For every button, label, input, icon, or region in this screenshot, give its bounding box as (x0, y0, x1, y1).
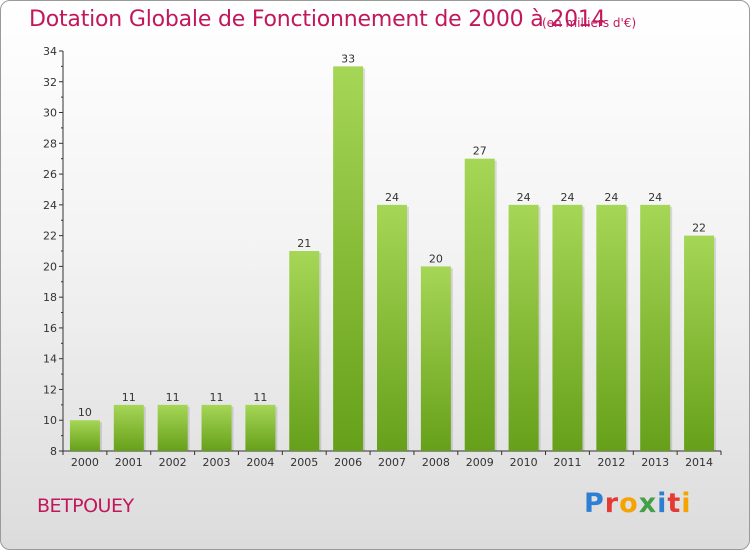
x-tick-label: 2002 (159, 456, 187, 469)
y-tick-label: 16 (43, 322, 57, 335)
data-label: 11 (210, 391, 224, 404)
chart-title: Dotation Globale de Fonctionnement de 20… (29, 7, 606, 32)
x-tick-label: 2012 (597, 456, 625, 469)
x-tick-label: 2008 (422, 456, 450, 469)
data-label: 24 (604, 191, 618, 204)
y-tick-label: 30 (43, 107, 57, 120)
chart-subtitle: (en milliers d'€) (542, 16, 637, 30)
bar-2004 (245, 404, 276, 451)
bar-2013 (640, 204, 671, 451)
data-label: 24 (560, 191, 574, 204)
bar-2006 (333, 66, 364, 451)
logo-letter: r (604, 488, 620, 519)
x-tick-label: 2010 (510, 456, 538, 469)
x-tick-label: 2009 (466, 456, 494, 469)
bar-2014 (684, 235, 715, 451)
x-tick-label: 2013 (641, 456, 669, 469)
bar-2008 (420, 266, 451, 451)
bar-2003 (201, 404, 232, 451)
data-label: 11 (253, 391, 267, 404)
data-label: 11 (166, 391, 180, 404)
x-tick-label: 2014 (685, 456, 713, 469)
data-label: 21 (297, 237, 311, 250)
data-label: 24 (517, 191, 531, 204)
bar-2005 (289, 251, 320, 451)
logo-letter: i (681, 488, 692, 519)
y-tick-label: 12 (43, 383, 57, 396)
x-tick-label: 2011 (553, 456, 581, 469)
data-label: 27 (473, 145, 487, 158)
x-tick-label: 2007 (378, 456, 406, 469)
data-label: 22 (692, 222, 706, 235)
y-tick-label: 34 (43, 45, 57, 58)
y-tick-label: 14 (43, 353, 57, 366)
y-tick-label: 8 (50, 445, 57, 458)
y-tick-label: 28 (43, 137, 57, 150)
data-label: 24 (385, 191, 399, 204)
y-tick-label: 22 (43, 230, 57, 243)
x-tick-label: 2000 (71, 456, 99, 469)
x-tick-label: 2005 (290, 456, 318, 469)
logo-letter: t (667, 488, 682, 519)
bar-2000 (69, 420, 100, 451)
logo-letter: P (584, 488, 605, 519)
bar-2002 (157, 404, 188, 451)
x-tick-label: 2006 (334, 456, 362, 469)
data-label: 10 (78, 406, 92, 419)
y-tick-label: 26 (43, 168, 57, 181)
data-label: 33 (341, 52, 355, 65)
x-tick-label: 2001 (115, 456, 143, 469)
bar-2011 (552, 204, 583, 451)
data-label: 20 (429, 252, 443, 265)
proxiti-logo: Proxiti (584, 488, 692, 519)
bar-2010 (508, 204, 539, 451)
y-tick-label: 18 (43, 291, 57, 304)
x-tick-label: 2004 (246, 456, 274, 469)
x-tick-label: 2003 (203, 456, 231, 469)
y-tick-label: 20 (43, 260, 57, 273)
bar-2001 (113, 404, 144, 451)
bar-2007 (377, 204, 407, 451)
bar-2009 (464, 158, 495, 451)
y-tick-label: 10 (43, 414, 57, 427)
commune-name: BETPOUEY (37, 495, 134, 517)
bar-2012 (596, 204, 627, 451)
data-label: 24 (648, 191, 662, 204)
logo-letter: i (657, 488, 668, 519)
y-tick-label: 32 (43, 76, 57, 89)
logo-letter: x (638, 488, 658, 519)
y-tick-label: 24 (43, 199, 57, 212)
data-label: 11 (122, 391, 136, 404)
logo-letter: o (619, 488, 639, 519)
